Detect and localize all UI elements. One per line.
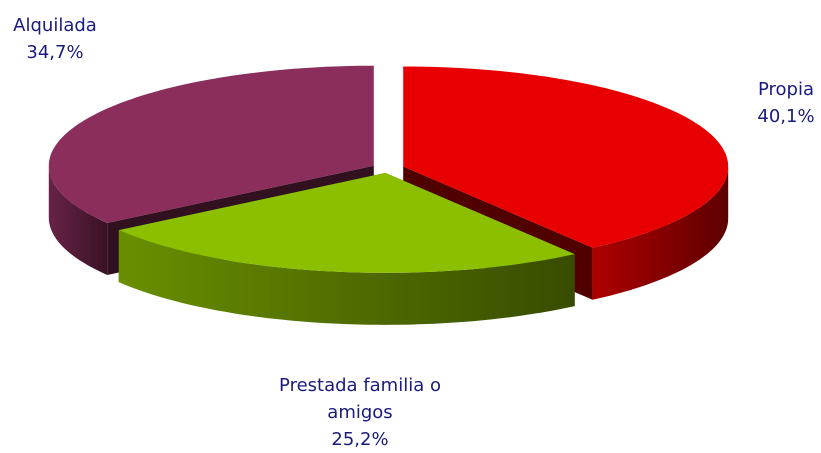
slice bbox=[48, 65, 374, 223]
value-label: 40,1% bbox=[757, 106, 815, 127]
value-label: 25,2% bbox=[331, 429, 389, 450]
slice-wall bbox=[48, 165, 108, 275]
slice-label: Prestada familia o amigos 25,2% bbox=[250, 372, 470, 453]
category-label: Propia bbox=[757, 79, 814, 100]
slice-label: Alquilada 34,7% bbox=[0, 12, 110, 66]
value-label: 34,7% bbox=[26, 42, 84, 63]
slice-label: Propia 40,1% bbox=[696, 76, 821, 130]
category-label: Alquilada bbox=[13, 15, 97, 36]
slice bbox=[403, 66, 729, 248]
slice-wall bbox=[118, 230, 575, 325]
slice bbox=[118, 172, 575, 273]
category-label: Prestada familia o amigos bbox=[279, 375, 441, 423]
slice-wall bbox=[592, 166, 729, 300]
